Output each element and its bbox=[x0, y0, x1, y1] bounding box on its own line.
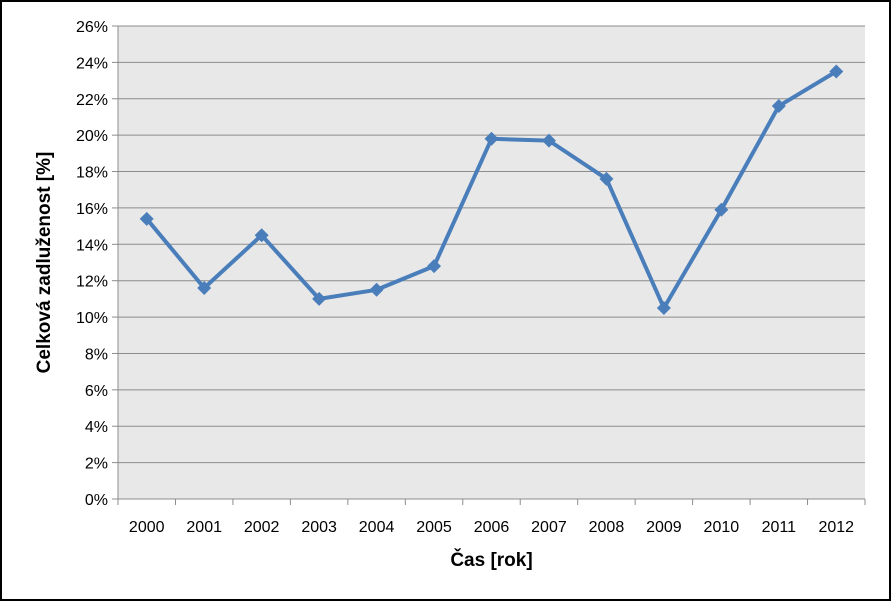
y-tick-label: 18% bbox=[76, 165, 108, 182]
y-tick-label: 12% bbox=[76, 274, 108, 291]
y-tick-label: 0% bbox=[85, 492, 108, 509]
data-point-marker bbox=[484, 131, 499, 146]
y-tick-label: 8% bbox=[85, 346, 108, 363]
data-point-marker bbox=[312, 291, 327, 306]
data-point-marker bbox=[714, 202, 729, 217]
y-tick-label: 22% bbox=[76, 92, 108, 109]
data-point-marker bbox=[829, 64, 844, 79]
x-tick-label: 2002 bbox=[244, 519, 280, 536]
data-point-marker bbox=[541, 133, 556, 148]
series-group bbox=[139, 64, 844, 315]
y-tick-label: 10% bbox=[76, 310, 108, 327]
y-tick-label: 6% bbox=[85, 383, 108, 400]
x-tick-label: 2005 bbox=[416, 519, 452, 536]
data-point-marker bbox=[427, 259, 442, 274]
x-tick-label: 2011 bbox=[762, 519, 797, 536]
x-tick-label: 2012 bbox=[818, 519, 854, 536]
y-tick-label: 26% bbox=[76, 19, 108, 36]
x-tick-label: 2009 bbox=[646, 519, 682, 536]
data-point-marker bbox=[197, 280, 212, 295]
x-tick-label: 2001 bbox=[186, 519, 222, 536]
x-tick-label: 2007 bbox=[531, 519, 567, 536]
plot-area bbox=[118, 26, 865, 499]
data-point-marker bbox=[771, 99, 786, 114]
x-tick-label: 2006 bbox=[474, 519, 510, 536]
data-point-marker bbox=[656, 300, 671, 315]
y-tick-label: 14% bbox=[76, 237, 108, 254]
x-axis-title: Čas [rok] bbox=[450, 549, 532, 571]
y-tick-label: 16% bbox=[76, 201, 108, 218]
y-tick-label: 4% bbox=[85, 419, 108, 436]
data-point-marker bbox=[599, 171, 614, 186]
x-tick-label: 2004 bbox=[359, 519, 395, 536]
y-tick-label: 20% bbox=[76, 128, 108, 145]
y-axis-title: Celková zadluženost [%] bbox=[34, 152, 55, 374]
x-tick-label: 2000 bbox=[129, 519, 165, 536]
y-tick-labels: 0% 2% 4% 6% 8% 10% 12% 14% 16% 18% 20% 22% 24% 26% bbox=[76, 19, 108, 509]
x-tick-label: 2008 bbox=[589, 519, 625, 536]
data-point-marker bbox=[254, 228, 269, 243]
data-point-marker bbox=[369, 282, 384, 297]
x-tick-labels: 2000 2001 2002 2003 2004 2005 2006 2007 2008 2009… bbox=[129, 519, 854, 536]
data-point-marker bbox=[139, 211, 154, 226]
y-tick-label: 24% bbox=[76, 55, 108, 72]
axes bbox=[117, 26, 866, 505]
x-tick-label: 2003 bbox=[301, 519, 337, 536]
y-tick-label: 2% bbox=[85, 456, 108, 473]
x-tick-label: 2010 bbox=[704, 519, 740, 536]
